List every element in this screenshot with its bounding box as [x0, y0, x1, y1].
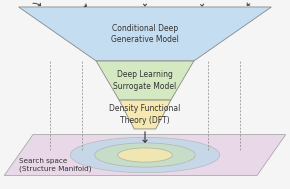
Polygon shape [19, 7, 271, 61]
Text: Deep Learning
Surrogate Model: Deep Learning Surrogate Model [113, 70, 177, 91]
Text: Density Functional
Theory (DFT): Density Functional Theory (DFT) [109, 105, 181, 125]
Ellipse shape [95, 143, 195, 167]
Polygon shape [4, 135, 286, 176]
Polygon shape [119, 100, 171, 129]
Ellipse shape [70, 137, 220, 173]
Polygon shape [96, 61, 194, 100]
Ellipse shape [118, 148, 172, 162]
Text: Conditional Deep
Generative Model: Conditional Deep Generative Model [111, 24, 179, 44]
Text: Search space
(Structure Manifold): Search space (Structure Manifold) [19, 158, 91, 172]
